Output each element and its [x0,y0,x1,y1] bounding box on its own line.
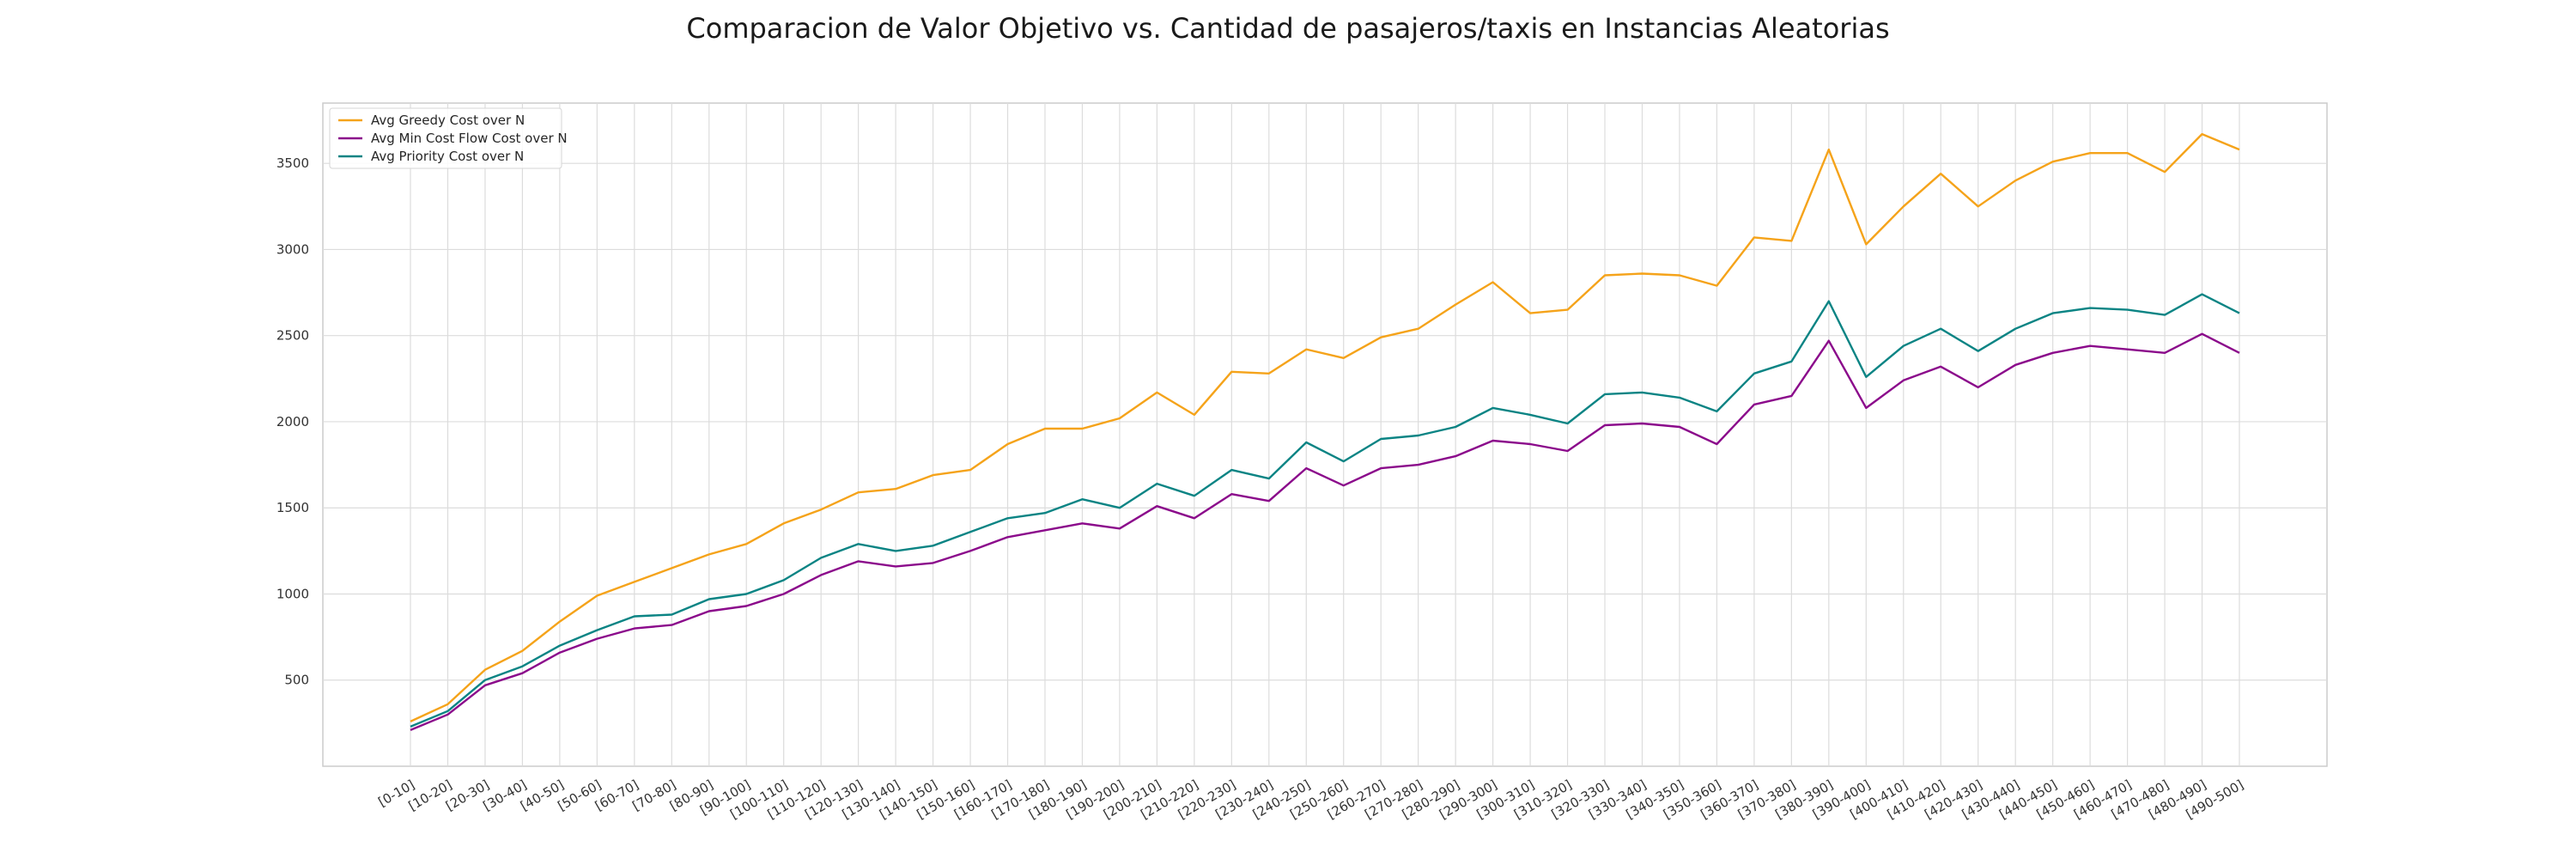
series-line-2 [410,332,2240,732]
legend: Avg Greedy Cost over N Avg Min Cost Flow … [329,107,568,169]
y-tick-label: 2500 [276,328,309,344]
series-line-1 [410,132,2240,722]
legend-label: Avg Priority Cost over N [371,149,524,164]
y-tick-label: 1500 [276,500,309,515]
x-axis: [0-10][10-20][20-30][30-40][40-50][50-60… [375,777,2246,822]
legend-label: Avg Min Cost Flow Cost over N [371,131,568,146]
y-tick-label: 3500 [276,155,309,171]
y-tick-label: 500 [284,673,309,688]
y-tick-label: 3000 [276,241,309,257]
chart-title: Comparacion de Valor Objetivo vs. Cantid… [686,12,1890,45]
y-tick-label: 1000 [276,586,309,601]
legend-label: Avg Greedy Cost over N [371,113,525,128]
plot-area [322,102,2328,767]
series-lines [410,132,2240,732]
series-line-3 [410,293,2240,728]
y-tick-label: 2000 [276,414,309,430]
legend-box [329,107,562,169]
y-axis: 500 1000 1500 2000 2500 3000 3500 [276,155,309,688]
grid-lines [323,103,2327,766]
